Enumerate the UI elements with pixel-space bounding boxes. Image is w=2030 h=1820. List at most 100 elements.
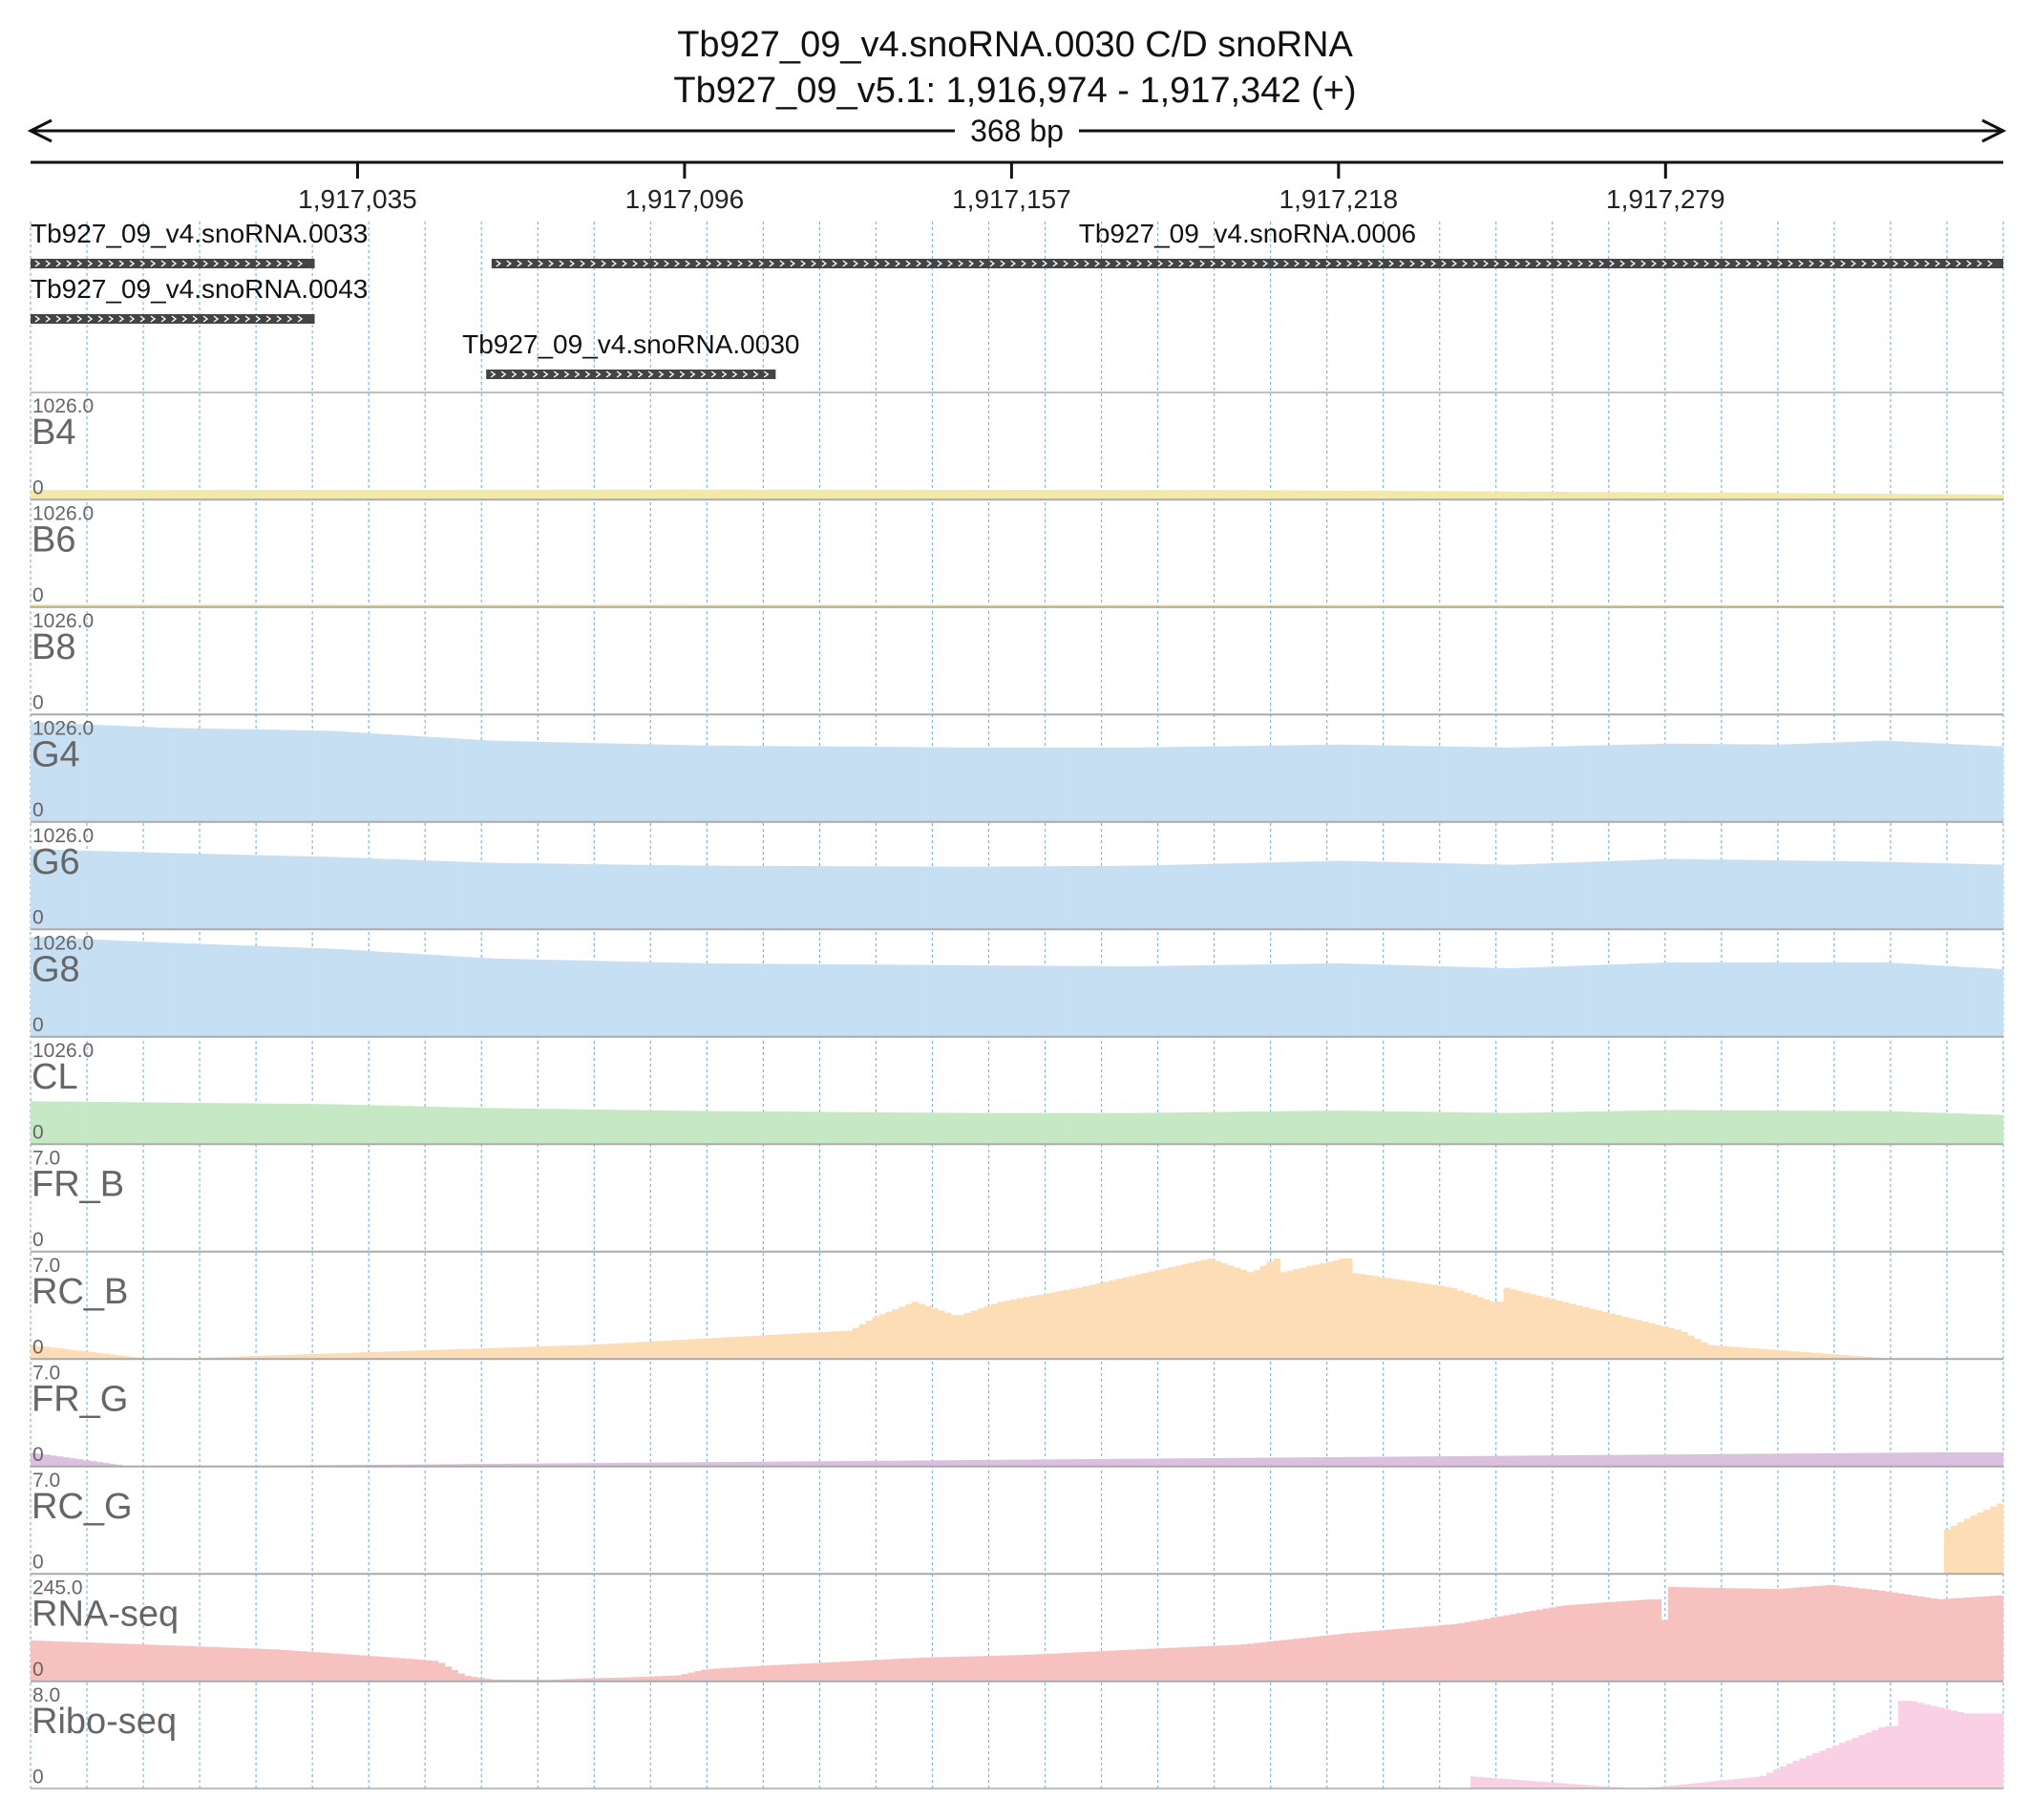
coverage-bar bbox=[925, 1658, 932, 1682]
track-min-label: 0 bbox=[32, 1767, 44, 1788]
coverage-bar bbox=[1208, 490, 1215, 499]
coverage-bar bbox=[1115, 748, 1122, 822]
coverage-bar bbox=[728, 1337, 734, 1359]
coverage-bar bbox=[1504, 1113, 1511, 1145]
coverage-bar bbox=[1912, 862, 1918, 929]
coverage-bar bbox=[688, 963, 695, 1037]
coverage-bar bbox=[491, 863, 497, 930]
coverage-bar bbox=[1675, 1111, 1681, 1145]
coverage-bar bbox=[477, 1108, 484, 1144]
coverage-bar bbox=[1365, 861, 1372, 929]
coverage-bar bbox=[293, 730, 300, 822]
track-name-label: G6 bbox=[32, 842, 80, 882]
coverage-bar bbox=[1977, 1452, 1983, 1467]
coverage-bar bbox=[1293, 964, 1300, 1037]
coverage-bar bbox=[438, 1662, 445, 1682]
coverage-bar bbox=[668, 865, 675, 929]
coverage-bar bbox=[392, 735, 399, 822]
coverage-bar bbox=[846, 1661, 853, 1682]
coverage-bar bbox=[931, 867, 938, 930]
gene-feature[interactable] bbox=[492, 259, 2003, 268]
coverage-bar bbox=[629, 962, 636, 1037]
coverage-bar bbox=[63, 1349, 70, 1360]
coverage-bar bbox=[741, 1336, 748, 1359]
gene-feature[interactable] bbox=[31, 259, 315, 268]
coverage-bar bbox=[1957, 745, 1964, 822]
coverage-bar bbox=[773, 866, 780, 930]
coverage-bar bbox=[1931, 965, 1937, 1037]
coverage-bar bbox=[616, 490, 623, 500]
coverage-bar bbox=[1780, 860, 1787, 929]
coverage-bar bbox=[1379, 964, 1385, 1037]
coverage-bar bbox=[1871, 741, 1878, 822]
coverage-bar bbox=[1839, 1453, 1846, 1467]
coverage-bar bbox=[1201, 1646, 1208, 1682]
track-min-label: 0 bbox=[32, 799, 44, 821]
coverage-bar bbox=[1997, 969, 2003, 1037]
coverage-bar bbox=[1858, 963, 1865, 1037]
coverage-bar bbox=[1195, 965, 1201, 1037]
coverage-bar bbox=[188, 854, 195, 930]
coverage-bar bbox=[1556, 1455, 1563, 1467]
coverage-bar bbox=[1083, 490, 1089, 499]
coverage-bar bbox=[1339, 963, 1345, 1037]
coverage-bar bbox=[853, 1328, 859, 1360]
coverage-bar bbox=[1523, 1781, 1530, 1789]
coverage-bar bbox=[293, 857, 300, 930]
coverage-bar bbox=[938, 1310, 944, 1359]
coverage-bar bbox=[406, 953, 412, 1037]
coverage-bar bbox=[432, 490, 438, 500]
coverage-bar bbox=[1464, 1622, 1470, 1682]
coverage-bar bbox=[1734, 1779, 1741, 1789]
coverage-bar bbox=[103, 940, 110, 1037]
coverage-bar bbox=[372, 1657, 379, 1682]
header: Tb927_09_v4.snoRNA.0030 C/D snoRNA Tb927… bbox=[31, 25, 2003, 162]
coverage-bar bbox=[833, 866, 839, 929]
coverage-bar bbox=[96, 851, 103, 929]
coverage-bar bbox=[853, 490, 859, 500]
coverage-bar bbox=[465, 739, 472, 822]
coverage-bar bbox=[70, 1642, 76, 1682]
coverage-bar bbox=[1871, 1453, 1878, 1467]
coverage-bar bbox=[1063, 866, 1069, 929]
coverage-bar bbox=[1516, 748, 1523, 822]
coverage-bar bbox=[1800, 963, 1807, 1037]
gene-feature[interactable] bbox=[31, 314, 315, 324]
coverage-bar bbox=[1438, 1625, 1445, 1682]
coverage-bar bbox=[648, 963, 655, 1037]
coverage-bar bbox=[964, 490, 971, 500]
coverage-bar bbox=[1425, 1626, 1431, 1682]
coverage-bar bbox=[1582, 965, 1589, 1037]
coverage-bar bbox=[287, 730, 294, 822]
coverage-bar bbox=[1168, 1267, 1174, 1359]
coverage-bar bbox=[1004, 1113, 1010, 1145]
coverage-bars bbox=[31, 722, 2003, 822]
coverage-bar bbox=[1306, 1638, 1313, 1682]
coverage-bar bbox=[1333, 1635, 1340, 1682]
coverage-bar bbox=[1352, 745, 1359, 822]
coverage-bar bbox=[1405, 491, 1411, 499]
coverage-bar bbox=[1247, 1458, 1254, 1467]
coverage-bar bbox=[1142, 865, 1149, 929]
coverage-bar bbox=[287, 947, 294, 1037]
coverage-bar bbox=[1049, 490, 1056, 499]
coverage-bar bbox=[1274, 490, 1280, 499]
coverage-bar bbox=[885, 964, 892, 1037]
coverage-bar bbox=[1589, 965, 1596, 1037]
coverage-bar bbox=[1254, 863, 1260, 930]
coverage-bar bbox=[978, 965, 984, 1037]
coverage-bar bbox=[44, 1454, 51, 1467]
coverage-bar bbox=[1300, 963, 1306, 1037]
coverage-bar bbox=[1069, 1289, 1076, 1360]
coverage-bar bbox=[570, 490, 577, 500]
coverage-bar bbox=[1616, 745, 1622, 822]
coverage-bar bbox=[1484, 864, 1491, 929]
coverage-bar bbox=[1103, 1651, 1110, 1682]
coverage-bar bbox=[1405, 1628, 1411, 1682]
coverage-bar bbox=[1379, 1277, 1385, 1359]
coverage-bar bbox=[425, 1350, 432, 1360]
coverage-bar bbox=[181, 854, 188, 930]
coverage-bar bbox=[1089, 1284, 1096, 1359]
coverage-bar bbox=[333, 949, 340, 1037]
coverage-bar bbox=[878, 490, 885, 500]
